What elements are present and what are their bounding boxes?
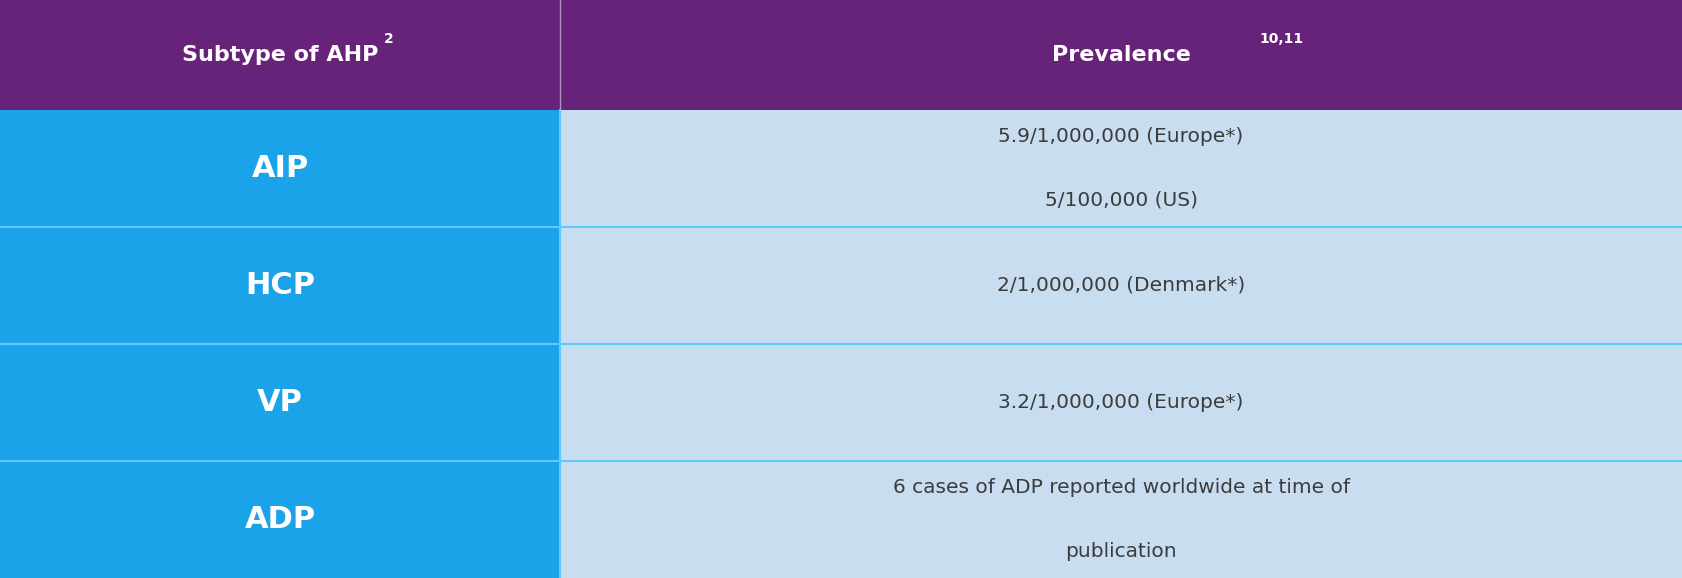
Text: HCP: HCP [246, 271, 315, 300]
Text: AIP: AIP [251, 154, 309, 183]
Bar [0, 344, 560, 461]
Text: ADP: ADP [244, 505, 316, 534]
Text: 2/1,000,000 (Denmark*): 2/1,000,000 (Denmark*) [997, 276, 1245, 295]
Text: 6 cases of ADP reported worldwide at time of: 6 cases of ADP reported worldwide at tim… [893, 478, 1349, 497]
Text: Subtype of AHP: Subtype of AHP [182, 45, 378, 65]
Bar [560, 461, 1682, 578]
Bar [560, 110, 1682, 227]
Text: 5.9/1,000,000 (Europe*): 5.9/1,000,000 (Europe*) [999, 127, 1243, 146]
Bar [0, 0, 560, 110]
Text: 3.2/1,000,000 (Europe*): 3.2/1,000,000 (Europe*) [999, 393, 1243, 412]
Text: VP: VP [257, 388, 303, 417]
Bar [560, 0, 1682, 110]
Bar [560, 344, 1682, 461]
Bar [0, 227, 560, 344]
Text: Prevalence: Prevalence [1051, 45, 1191, 65]
Text: 10,11: 10,11 [1258, 32, 1304, 46]
Text: 2: 2 [383, 32, 394, 46]
Bar [0, 461, 560, 578]
Text: publication: publication [1065, 542, 1177, 561]
Bar [0, 110, 560, 227]
Bar [560, 227, 1682, 344]
Text: 5/100,000 (US): 5/100,000 (US) [1045, 191, 1198, 210]
